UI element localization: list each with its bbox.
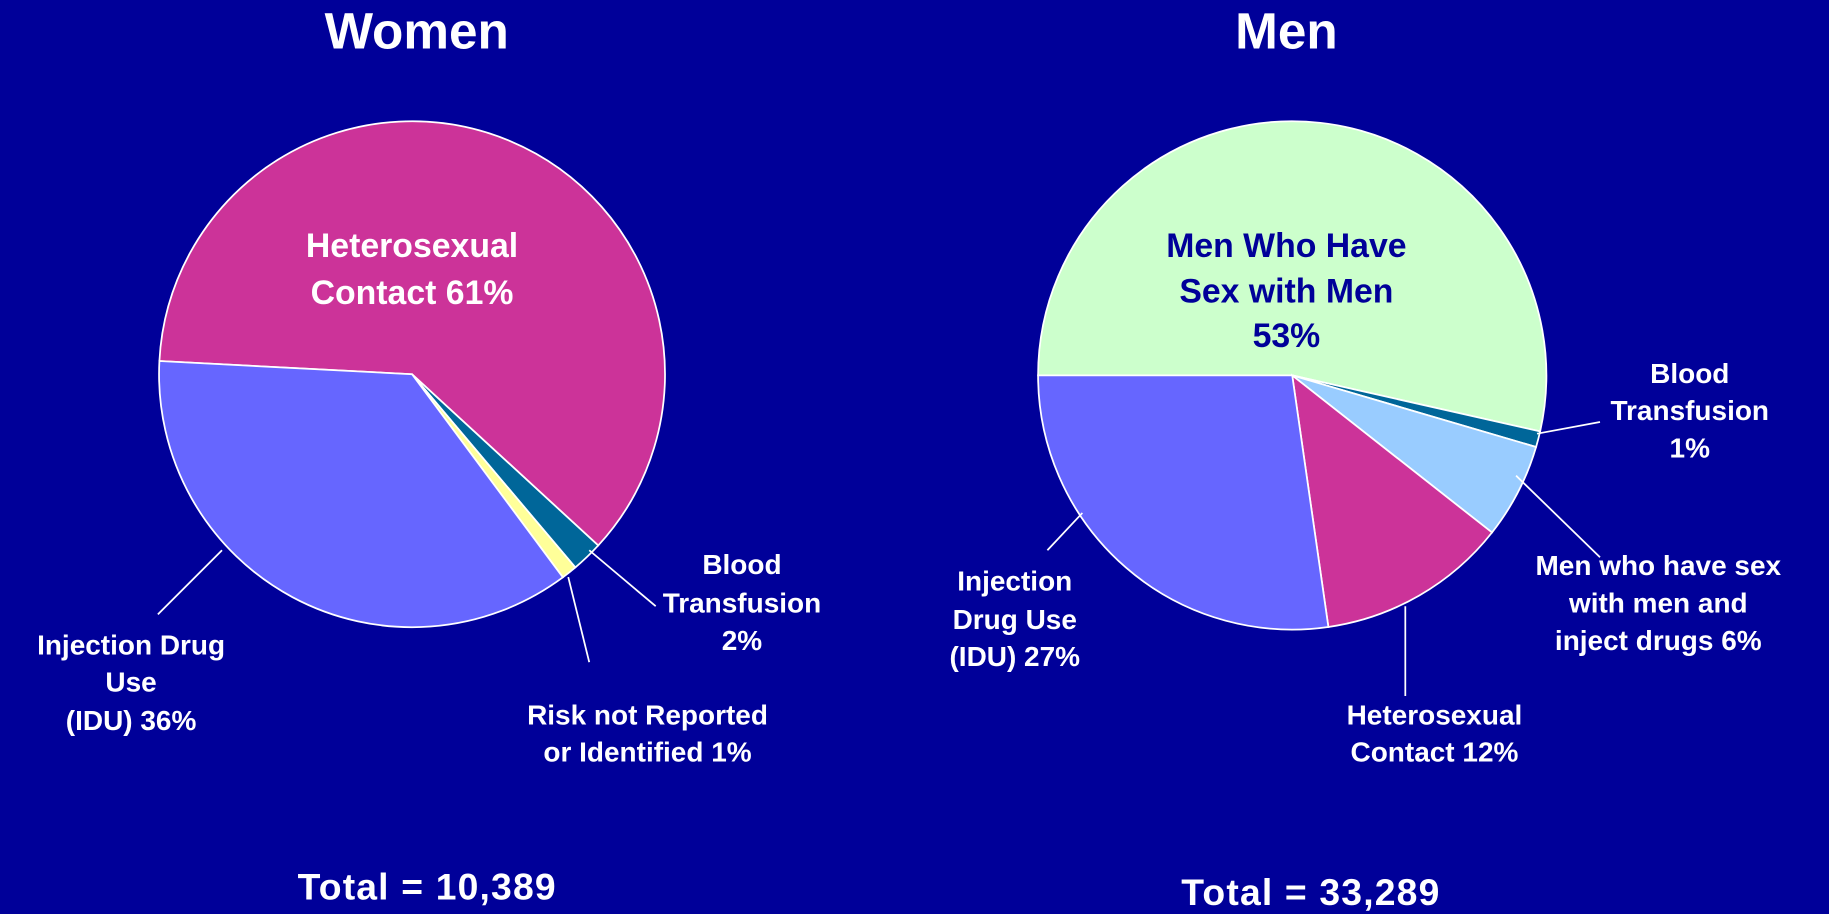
slice-label: 2% (722, 625, 763, 656)
slice-label: Drug Use (953, 604, 1077, 635)
leader-line (1536, 421, 1601, 435)
leader-line (157, 549, 223, 616)
slice-label: Blood (702, 549, 781, 580)
slice-label: Men Who Have (1166, 227, 1406, 265)
slice-label: Injection (957, 565, 1072, 596)
pie-slice (158, 360, 565, 629)
slice-label: Risk not Reported (527, 699, 768, 730)
slice-label: Use (105, 667, 156, 698)
pie-slice (1037, 374, 1330, 631)
slice-label: Transfusion (1611, 395, 1770, 426)
chart-title: Women (325, 3, 509, 60)
leader-line (588, 549, 657, 607)
leader-line (1046, 512, 1084, 551)
slice-label: Contact 61% (311, 274, 514, 312)
slice-label: Injection Drug (37, 629, 225, 660)
slice-label: Heterosexual (1347, 699, 1523, 730)
slice-label: 53% (1253, 317, 1321, 355)
total: Total = 10,389 (298, 865, 557, 907)
leader-line (1515, 475, 1601, 558)
total: Total = 33,289 (1181, 871, 1440, 913)
slice-label: (IDU) 36% (66, 705, 197, 736)
slice-label: Heterosexual (306, 227, 518, 265)
slice-label: 1% (1670, 432, 1711, 463)
pie-slice (1291, 373, 1494, 628)
slice-label: or Identified 1% (543, 737, 751, 768)
leader-line (567, 576, 591, 663)
pie-slice (1037, 120, 1548, 433)
slice-label: Blood (1650, 358, 1729, 389)
pie-slice (158, 120, 666, 547)
slice-label: Men who have sex (1535, 550, 1781, 581)
slice-label: Sex with Men (1179, 273, 1393, 311)
slice-label: Contact 12% (1351, 737, 1519, 768)
slice-label: with men and (1568, 587, 1748, 618)
chart-title: Men (1235, 3, 1338, 60)
slice-label: Transfusion (663, 587, 822, 618)
slice-label: inject drugs 6% (1555, 625, 1762, 656)
slice-label: (IDU) 27% (949, 641, 1080, 672)
